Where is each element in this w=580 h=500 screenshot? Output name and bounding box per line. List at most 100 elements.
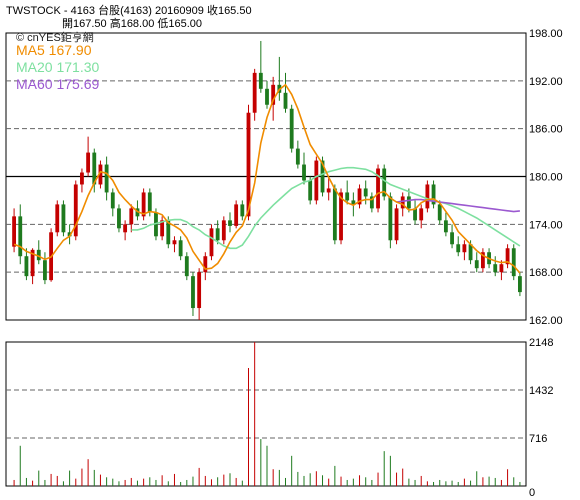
candle-body [474, 260, 479, 269]
candle-body [314, 160, 319, 201]
candle-body [209, 228, 214, 257]
price-tick-label: 162.00 [529, 315, 563, 327]
candle-body [443, 220, 448, 233]
candle-body [73, 184, 78, 237]
ma5-line [13, 83, 521, 274]
candle-body [450, 232, 454, 245]
candle-body [511, 248, 516, 277]
ma60-line [396, 198, 520, 213]
candle-body [92, 152, 97, 185]
candle-body [456, 244, 461, 253]
candle-body [382, 168, 387, 197]
candle-body [468, 244, 473, 261]
candle-body [462, 244, 467, 253]
price-tick-label: 192.00 [529, 76, 563, 88]
candle-body [351, 200, 356, 205]
candle-body [55, 204, 60, 233]
price-tick-label: 180.00 [529, 172, 563, 184]
candle-body [203, 256, 208, 273]
volume-tick-label: 1432 [529, 385, 553, 397]
volume-frame [5, 341, 527, 487]
candle-body [505, 248, 510, 265]
volume-tick-label: 0 [529, 487, 535, 499]
candle-body [98, 164, 103, 185]
candle-body [320, 160, 325, 193]
candle-body [265, 88, 269, 105]
brand-label: © cnYES鉅亨網 [16, 32, 94, 44]
candle-body [141, 192, 146, 217]
price-tick-label: 198.00 [529, 28, 563, 40]
price-panel: 198.00 192.00 186.00 180.00 174.00 168.00 162.… [5, 28, 563, 327]
volume-tick-label: 716 [529, 433, 547, 445]
candle-body [376, 168, 380, 209]
candle-body [283, 92, 288, 109]
candle-body [252, 72, 257, 113]
candle-body [326, 188, 331, 193]
candle-body [234, 204, 239, 226]
price-tick-label: 174.00 [529, 219, 563, 231]
candle-body [43, 260, 47, 281]
candle-body [480, 252, 485, 269]
candle-body [289, 108, 294, 149]
candle-body [499, 264, 504, 273]
candle-body [419, 208, 424, 221]
candle-body [123, 224, 128, 233]
candle-body [67, 232, 72, 237]
candle-body [36, 249, 41, 261]
quote-ohlc: 開167.50 高168.00 低165.00 [62, 18, 203, 30]
candle-body [147, 192, 152, 213]
candle-body [104, 164, 109, 193]
candle-body [369, 196, 374, 209]
candle-body [394, 208, 399, 241]
candle-body [388, 196, 393, 241]
candle-body [271, 84, 276, 105]
candle-body [302, 164, 306, 181]
candle-body [86, 152, 91, 173]
candle-body [166, 220, 171, 245]
candle-body [518, 276, 522, 293]
candle-body [12, 216, 16, 247]
candle-body [178, 240, 183, 257]
candle-body [129, 208, 134, 225]
candle-body [246, 112, 251, 217]
price-tick-label: 186.00 [529, 124, 563, 136]
candle-body [339, 192, 343, 241]
candle-body [406, 196, 411, 209]
candle-body [332, 188, 337, 241]
candle-body [184, 256, 189, 277]
candle-body [308, 180, 313, 201]
candle-body [18, 216, 23, 257]
candle-body [24, 256, 29, 277]
candle-body [240, 204, 245, 217]
candle-body [191, 276, 195, 309]
candle-body [437, 204, 442, 221]
candle-body [228, 220, 232, 226]
candle-body [61, 204, 66, 233]
candle-body [425, 184, 430, 209]
volume-tick-label: 2148 [529, 337, 553, 349]
legend-ma60: MA60 175.69 [16, 76, 100, 92]
candle-body [160, 220, 165, 237]
legend-ma5: MA5 167.90 [16, 42, 92, 58]
candle-body [215, 228, 220, 241]
candle-body [413, 208, 417, 221]
candle-body [197, 272, 202, 309]
candle-body [431, 184, 436, 205]
candle-body [30, 249, 35, 277]
candle-body [493, 264, 498, 273]
candle-body [363, 188, 368, 197]
candle-body [345, 192, 350, 201]
candle-body [80, 172, 84, 185]
candle-body [110, 192, 115, 209]
quote-title: TWSTOCK - 4163 台股(4163) 20160909 收165.50 [6, 5, 252, 17]
price-tick-label: 168.00 [529, 267, 563, 279]
volume-panel: 2148 1432 716 0 [5, 337, 553, 499]
candle-body [295, 148, 300, 165]
legend-ma20: MA20 171.30 [16, 59, 100, 75]
candle-body [221, 220, 226, 241]
candle-body [117, 208, 121, 229]
ma20-line [131, 166, 521, 250]
candle-body [172, 240, 177, 245]
candle-body [357, 188, 362, 205]
